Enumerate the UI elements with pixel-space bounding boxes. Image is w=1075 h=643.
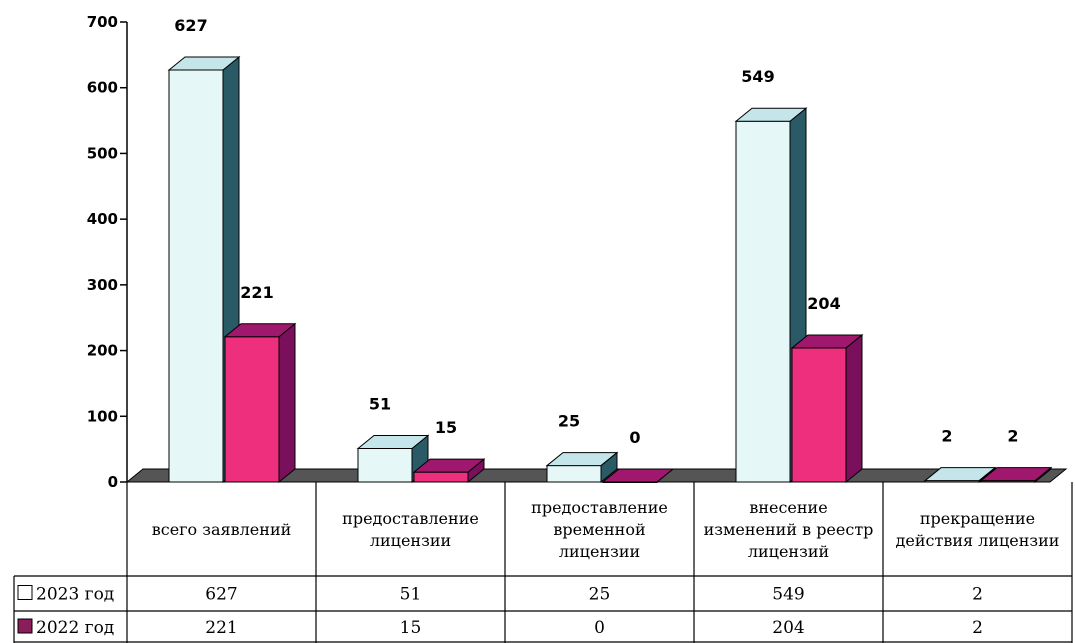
bar-2022 xyxy=(412,458,486,484)
bar-front xyxy=(735,120,791,483)
bar-top xyxy=(923,467,997,482)
data-label-2023: 549 xyxy=(741,67,774,86)
data-label-2022: 204 xyxy=(807,294,840,313)
bar-2022 xyxy=(979,466,1053,484)
bar-2023 xyxy=(545,451,619,484)
category-label: лицензии xyxy=(370,531,451,550)
y-tick-label: 400 xyxy=(87,210,118,228)
y-tick-label: 500 xyxy=(87,144,118,162)
bar-front xyxy=(357,447,413,483)
bar-top xyxy=(223,323,297,338)
category-label: изменений в реестр xyxy=(704,520,874,539)
table-cell-2023: 549 xyxy=(772,585,804,605)
data-table: всего заявлений предоставление лицензии пре… xyxy=(13,482,1073,643)
table-cell-2023: 25 xyxy=(589,585,611,605)
category-label: временной xyxy=(553,520,645,539)
bar-top xyxy=(167,56,241,71)
y-tick-label: 0 xyxy=(108,473,118,491)
legend-key-2023 xyxy=(17,585,33,600)
category-label: действия лицензии xyxy=(896,531,1060,550)
table-cell-2022: 15 xyxy=(400,618,422,638)
table-cell-2023: 2 xyxy=(972,585,983,605)
bar-side xyxy=(278,322,296,484)
category-label: предоставление xyxy=(342,509,479,528)
y-axis: 0 100 200 300 400 500 600 700 xyxy=(87,13,128,491)
bar-front xyxy=(413,471,469,483)
bar-2022 xyxy=(601,468,675,483)
data-label-2022: 0 xyxy=(629,428,640,447)
y-tick-label: 300 xyxy=(87,276,118,294)
category-label: предоставление xyxy=(531,498,668,517)
data-label-2023: 25 xyxy=(558,412,580,431)
bars xyxy=(167,55,1053,484)
table-cell-2023: 627 xyxy=(205,585,237,605)
table-cell-2022: 204 xyxy=(772,618,804,638)
legend-label-2022: 2022 год xyxy=(36,618,114,638)
table-cell-2023: 51 xyxy=(400,585,422,605)
y-tick-label: 600 xyxy=(87,79,118,97)
table-cell-2022: 0 xyxy=(594,618,605,638)
data-label-2022: 15 xyxy=(435,418,457,437)
bar-front xyxy=(168,69,224,483)
data-label-2023: 2 xyxy=(941,427,952,446)
bar-2022 xyxy=(790,333,864,484)
bar-top xyxy=(601,468,675,483)
bar-top xyxy=(790,334,864,349)
data-label-2022: 2 xyxy=(1007,427,1018,446)
category-label: лицензий xyxy=(748,542,829,561)
bar-top xyxy=(545,452,619,467)
category-label: всего заявлений xyxy=(152,520,292,539)
bar-top xyxy=(412,458,486,473)
bar-front xyxy=(224,336,280,483)
bar-front xyxy=(546,465,602,483)
table-cell-2022: 2 xyxy=(972,618,983,638)
data-label-2022: 221 xyxy=(240,283,273,302)
y-tick-label: 700 xyxy=(87,13,118,31)
category-label: внесение xyxy=(749,498,827,517)
category-label: прекращение xyxy=(920,509,1035,528)
y-tick-label: 200 xyxy=(87,342,118,360)
bar-2023 xyxy=(356,434,430,484)
category-label: лицензии xyxy=(559,542,640,561)
bar-side xyxy=(845,333,863,484)
y-tick-label: 100 xyxy=(87,407,118,425)
bar-front xyxy=(791,347,847,483)
bar-top xyxy=(356,434,430,449)
data-label-2023: 627 xyxy=(174,16,207,35)
legend-key-2022 xyxy=(17,618,33,634)
bar-2022 xyxy=(223,322,297,484)
data-label-2023: 51 xyxy=(369,394,391,413)
bar-top xyxy=(734,107,808,122)
legend-label-2023: 2023 год xyxy=(36,585,114,605)
bar-top xyxy=(979,467,1053,482)
data-labels: 627 221 51 15 25 0 549 204 2 2 xyxy=(174,16,1018,447)
table-cell-2022: 221 xyxy=(205,618,237,638)
